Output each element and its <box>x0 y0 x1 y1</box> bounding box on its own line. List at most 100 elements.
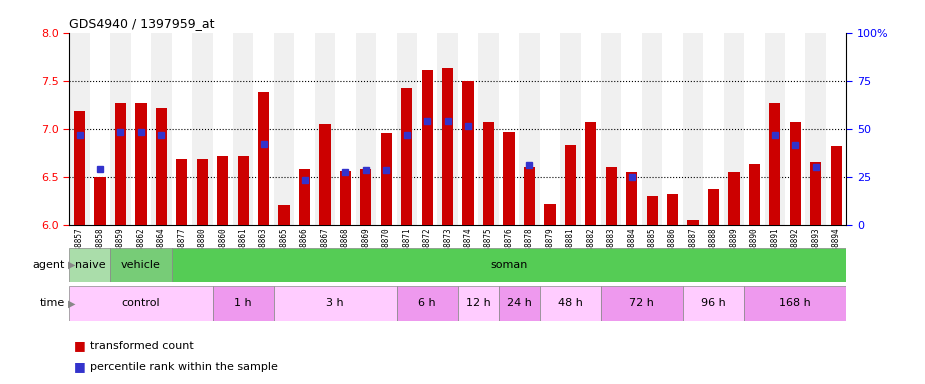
Bar <box>831 146 842 225</box>
Bar <box>458 33 478 225</box>
Bar <box>115 103 126 225</box>
Text: ▶: ▶ <box>68 298 76 308</box>
Text: transformed count: transformed count <box>90 341 193 351</box>
Bar <box>294 33 314 225</box>
Bar <box>110 33 130 225</box>
Bar <box>442 68 453 225</box>
Bar <box>586 122 597 225</box>
Bar <box>213 33 233 225</box>
Bar <box>826 33 846 225</box>
Bar <box>253 33 274 225</box>
Text: 3 h: 3 h <box>327 298 344 308</box>
Bar <box>376 33 397 225</box>
Text: control: control <box>121 298 160 308</box>
Text: soman: soman <box>490 260 527 270</box>
Bar <box>274 286 397 321</box>
Bar <box>462 81 474 225</box>
Bar <box>810 162 821 225</box>
Bar <box>172 248 846 282</box>
Bar <box>151 33 172 225</box>
Bar <box>417 33 438 225</box>
Bar <box>519 33 539 225</box>
Bar <box>647 196 658 225</box>
Bar <box>581 33 601 225</box>
Bar <box>401 88 413 225</box>
Bar <box>397 286 458 321</box>
Bar <box>785 33 806 225</box>
Text: vehicle: vehicle <box>121 260 161 270</box>
Bar <box>69 286 213 321</box>
Bar <box>539 33 561 225</box>
Bar <box>790 122 801 225</box>
Bar <box>524 167 535 225</box>
Bar <box>503 132 514 225</box>
Bar <box>258 92 269 225</box>
Bar <box>703 33 723 225</box>
Bar <box>642 33 662 225</box>
Text: agent: agent <box>32 260 65 270</box>
Bar <box>561 33 581 225</box>
Bar <box>238 156 249 225</box>
Bar <box>806 33 826 225</box>
Bar <box>723 33 744 225</box>
Bar <box>197 159 208 225</box>
Bar <box>397 33 417 225</box>
Text: percentile rank within the sample: percentile rank within the sample <box>90 362 278 372</box>
Bar <box>626 172 637 225</box>
Bar <box>539 286 601 321</box>
Bar <box>744 286 846 321</box>
Bar <box>499 33 519 225</box>
Bar <box>601 33 622 225</box>
Bar <box>708 189 719 225</box>
Bar <box>130 33 151 225</box>
Bar <box>683 33 703 225</box>
Bar <box>438 33 458 225</box>
Text: 96 h: 96 h <box>701 298 726 308</box>
Bar <box>278 205 290 225</box>
Bar <box>74 111 85 225</box>
Bar <box>606 167 617 225</box>
Bar <box>544 204 556 225</box>
Bar <box>687 220 698 225</box>
Bar <box>69 248 110 282</box>
Bar <box>458 286 499 321</box>
Bar <box>483 122 494 225</box>
Text: ■: ■ <box>74 339 86 352</box>
Bar <box>499 286 539 321</box>
Text: 168 h: 168 h <box>780 298 811 308</box>
Bar <box>90 33 110 225</box>
Bar <box>176 159 188 225</box>
Text: 48 h: 48 h <box>558 298 583 308</box>
Text: ▶: ▶ <box>68 260 76 270</box>
Bar <box>69 33 90 225</box>
Bar <box>683 286 744 321</box>
Text: ■: ■ <box>74 360 86 373</box>
Bar <box>192 33 213 225</box>
Bar <box>314 33 335 225</box>
Text: 24 h: 24 h <box>507 298 532 308</box>
Bar <box>213 286 274 321</box>
Bar <box>765 33 785 225</box>
Bar <box>339 171 351 225</box>
Bar <box>601 286 683 321</box>
Bar <box>662 33 683 225</box>
Bar <box>381 134 392 225</box>
Bar <box>135 103 146 225</box>
Text: naive: naive <box>75 260 105 270</box>
Text: 72 h: 72 h <box>630 298 654 308</box>
Bar <box>217 156 228 225</box>
Bar <box>667 194 678 225</box>
Bar <box>355 33 376 225</box>
Bar <box>110 248 172 282</box>
Bar <box>478 33 499 225</box>
Text: GDS4940 / 1397959_at: GDS4940 / 1397959_at <box>69 17 215 30</box>
Bar <box>172 33 192 225</box>
Bar <box>770 103 781 225</box>
Bar <box>299 169 310 225</box>
Text: 6 h: 6 h <box>418 298 436 308</box>
Bar <box>94 177 105 225</box>
Bar <box>422 70 433 225</box>
Bar <box>335 33 355 225</box>
Bar <box>274 33 294 225</box>
Bar <box>360 169 372 225</box>
